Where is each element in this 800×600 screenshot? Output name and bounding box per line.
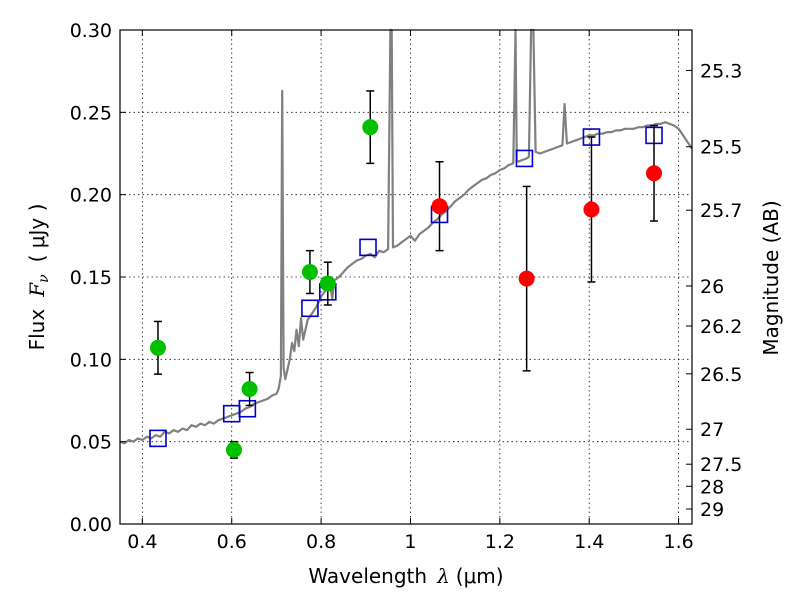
x-axis-title-prefix: Wavelength	[308, 564, 427, 588]
y2-axis-title: Magnitude (AB)	[759, 200, 783, 355]
y-tick-label: 0.30	[70, 20, 112, 42]
axis-ticks: 0.4 0.6 0.8 1 1.2 1.4 1.6 0.00 0.05 0.10 0.15 0.20 0…	[70, 20, 743, 553]
model-photometry-square	[238, 399, 257, 418]
y-axis-title: Flux Fν ( μJy )	[25, 204, 52, 351]
y2-tick-label: 25.7	[700, 200, 742, 222]
y-tick-label: 0.00	[70, 514, 112, 536]
y-axis-title-prefix: Flux	[25, 309, 49, 351]
x-tick-label: 1	[404, 531, 416, 553]
observed-flux-point	[241, 380, 258, 397]
observed-flux-point	[646, 165, 663, 182]
observed-flux-point	[362, 119, 379, 136]
model-photometry-square	[149, 429, 167, 448]
x-tick-label: 1.2	[485, 531, 515, 553]
observed-flux-point	[301, 264, 318, 281]
x-tick-label: 0.4	[127, 531, 157, 553]
x-axis-title-symbol: λ	[436, 564, 450, 588]
observed-flux-point	[518, 270, 535, 287]
y-tick-label: 0.05	[70, 432, 112, 454]
model-photometry-square	[359, 238, 377, 257]
y-tick-label: 0.20	[70, 185, 112, 207]
y-tick-label: 0.25	[70, 102, 112, 124]
x-axis-title: Wavelength λ (μm)	[308, 564, 503, 588]
observed-flux-point	[225, 441, 242, 458]
observed-flux-point	[431, 198, 448, 215]
grid-lines	[120, 29, 692, 525]
y2-tick-label: 25.3	[700, 60, 742, 82]
observed-flux-point	[319, 275, 336, 292]
data-series	[119, 28, 693, 459]
observed-flux-point	[149, 339, 166, 356]
model-photometry-square	[515, 149, 534, 168]
y-axis-title-symbol: F	[25, 282, 49, 298]
x-tick-label: 0.8	[306, 531, 336, 553]
y2-tick-label: 28	[700, 476, 724, 498]
x-tick-label: 1.6	[663, 531, 693, 553]
x-tick-label: 1.4	[574, 531, 604, 553]
y-tick-label: 0.15	[70, 267, 112, 289]
observed-flux-point	[583, 201, 600, 218]
y-axis-title-subscript: ν	[36, 274, 52, 283]
model-photometry-square	[301, 299, 319, 318]
y-axis-title-unit: ( μJy )	[25, 204, 49, 263]
y2-tick-label: 27.5	[700, 454, 742, 476]
y2-tick-label: 26.2	[700, 316, 742, 338]
x-tick-label: 0.6	[217, 531, 247, 553]
y2-tick-label: 29	[700, 499, 724, 521]
y2-tick-label: 26	[700, 276, 724, 298]
x-axis-title-unit: (μm)	[456, 564, 504, 588]
y2-tick-label: 25.5	[700, 137, 742, 159]
y2-tick-label: 27	[700, 419, 724, 441]
y-tick-label: 0.10	[70, 349, 112, 371]
spectrum-line	[119, 28, 693, 445]
y2-tick-label: 26.5	[700, 364, 742, 386]
